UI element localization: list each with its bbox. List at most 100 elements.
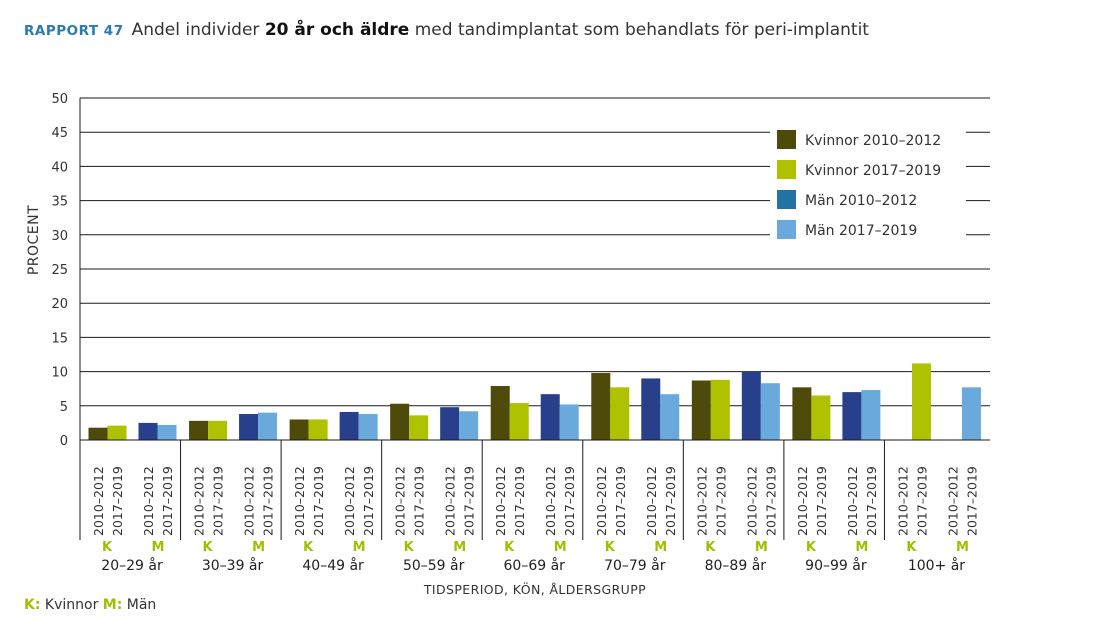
y-tick-label: 30 (51, 229, 68, 244)
legend-swatch (777, 190, 796, 209)
period-label: 2010–2012 (543, 466, 558, 536)
period-label: 2017–2019 (562, 466, 577, 536)
y-tick-label: 45 (51, 126, 68, 141)
period-label: 2010–2012 (594, 466, 609, 536)
bar (289, 419, 309, 440)
bar (961, 387, 981, 440)
men-key: M: (102, 597, 123, 613)
sex-label: K (906, 540, 917, 555)
period-label: 2010–2012 (443, 466, 458, 536)
bar (138, 422, 158, 440)
bar (911, 363, 931, 440)
legend-label: Män 2017–2019 (805, 223, 917, 239)
sex-label: M (152, 540, 165, 555)
age-group-label: 20–29 år (101, 557, 163, 574)
sex-label: M (353, 540, 366, 555)
period-label: 2010–2012 (91, 466, 106, 536)
bar (107, 425, 127, 440)
bar (157, 424, 177, 440)
legend-label: Kvinnor 2010–2012 (805, 133, 941, 149)
y-tick-label: 50 (51, 92, 68, 107)
bar (358, 414, 378, 440)
bar (208, 420, 228, 440)
sex-label: M (654, 540, 667, 555)
bar (339, 411, 359, 440)
period-label: 2017–2019 (110, 466, 125, 536)
age-group-label: 90–99 år (805, 557, 867, 574)
period-label: 2017–2019 (713, 466, 728, 536)
period-label: 2017–2019 (462, 466, 477, 536)
bar (811, 395, 831, 440)
bar (509, 403, 529, 440)
bar (490, 385, 510, 440)
y-tick-label: 10 (51, 366, 68, 381)
sex-label: M (956, 540, 969, 555)
y-tick-label: 40 (51, 160, 68, 175)
period-label: 2010–2012 (493, 466, 508, 536)
legend-swatch (777, 130, 796, 149)
bar (792, 387, 812, 440)
period-label: 2010–2012 (141, 466, 156, 536)
sex-label: K (806, 540, 817, 555)
bar (741, 371, 761, 440)
bar (189, 420, 209, 440)
bar (239, 414, 259, 440)
women-key: K: (24, 597, 41, 613)
bar (258, 412, 278, 440)
period-label: 2010–2012 (945, 466, 960, 536)
sex-label: M (855, 540, 868, 555)
period-label: 2017–2019 (663, 466, 678, 536)
period-label: 2010–2012 (644, 466, 659, 536)
period-label: 2017–2019 (261, 466, 276, 536)
period-label: 2010–2012 (795, 466, 810, 536)
chart-title-emphasis: 20 år och äldre (264, 20, 410, 40)
sex-label: M (554, 540, 567, 555)
period-label: 2010–2012 (393, 466, 408, 536)
bar (540, 394, 560, 440)
bar (660, 394, 680, 440)
sex-label: M (453, 540, 466, 555)
sex-label: K (203, 540, 214, 555)
period-label: 2017–2019 (160, 466, 175, 536)
age-group-label: 40–49 år (302, 557, 364, 574)
age-group-label: 80–89 år (705, 557, 767, 574)
period-label: 2017–2019 (864, 466, 879, 536)
bar (390, 403, 410, 440)
sex-label: K (605, 540, 616, 555)
bar (88, 427, 108, 440)
bar (409, 415, 429, 440)
chart-title-part-3: med tandimplantat som behandlats för per… (409, 20, 869, 40)
period-label: 2010–2012 (744, 466, 759, 536)
period-label: 2017–2019 (914, 466, 929, 536)
sex-label: K (102, 540, 113, 555)
bar (691, 380, 711, 440)
women-key-label: Kvinnor (40, 597, 103, 613)
period-label: 2017–2019 (814, 466, 829, 536)
period-label: 2010–2012 (242, 466, 257, 536)
bar (440, 407, 460, 440)
bar (591, 372, 611, 440)
period-label: 2017–2019 (361, 466, 376, 536)
legend-background (770, 124, 966, 244)
period-label: 2010–2012 (845, 466, 860, 536)
y-tick-label: 35 (51, 195, 68, 210)
sex-label: K (404, 540, 415, 555)
y-tick-label: 0 (60, 434, 68, 449)
age-group-label: 30–39 år (202, 557, 264, 574)
men-key-label: Män (122, 597, 157, 613)
bar (760, 383, 780, 440)
report-tag: RAPPORT 47 (24, 23, 124, 39)
legend-swatch (777, 220, 796, 239)
legend-label: Kvinnor 2017–2019 (805, 163, 941, 179)
bar (861, 390, 881, 440)
period-label: 2017–2019 (311, 466, 326, 536)
y-axis-title: PROCENT (26, 205, 42, 275)
sex-label: K (504, 540, 515, 555)
y-tick-label: 25 (51, 263, 68, 278)
y-tick-label: 5 (60, 400, 68, 415)
x-axis-title: TIDSPERIOD, KÖN, ÅLDERSGRUPP (423, 581, 646, 597)
bar (459, 411, 479, 440)
sex-abbreviation-key: K: Kvinnor M: Män (24, 597, 156, 613)
period-label: 2010–2012 (292, 466, 307, 536)
